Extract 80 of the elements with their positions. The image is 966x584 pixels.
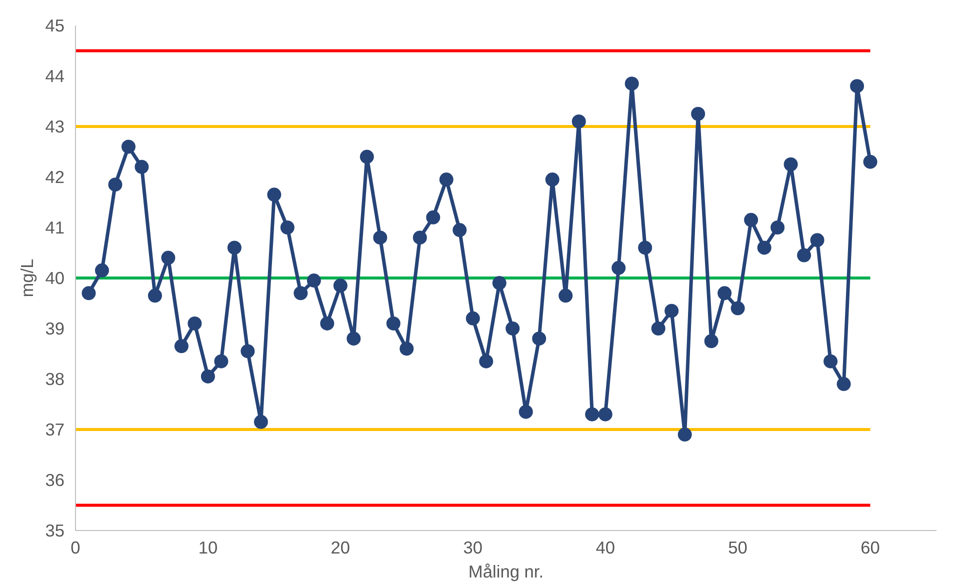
point [492, 276, 506, 290]
point [148, 288, 162, 303]
point [506, 322, 520, 336]
point [664, 304, 679, 318]
point [426, 210, 440, 224]
point [836, 377, 851, 392]
point [678, 428, 692, 442]
point [572, 114, 586, 128]
y-tick-label: 43 [45, 116, 65, 136]
point [518, 404, 533, 419]
x-tick-label: 0 [70, 538, 80, 558]
point [373, 230, 388, 245]
point [638, 240, 652, 255]
y-tick-label: 39 [45, 318, 65, 338]
point [452, 223, 467, 238]
point [863, 154, 878, 169]
point [174, 339, 188, 354]
y-tick-label: 36 [45, 470, 65, 490]
point [94, 263, 109, 278]
y-tick-label: 35 [45, 520, 65, 540]
point [346, 332, 361, 346]
y-axis-title: mg/L [17, 258, 38, 298]
point [360, 150, 374, 164]
point [439, 172, 454, 187]
point [400, 342, 414, 356]
point [82, 286, 96, 300]
point [545, 172, 560, 187]
point [121, 140, 136, 154]
point [810, 233, 824, 248]
x-axis-title: Måling nr. [468, 562, 544, 582]
point [306, 274, 321, 288]
point [797, 248, 812, 262]
point [294, 286, 308, 300]
point [691, 106, 706, 121]
point [320, 316, 334, 330]
y-tick-label: 45 [45, 16, 65, 36]
y-tick-label: 40 [45, 268, 65, 288]
point [624, 76, 639, 91]
point [558, 288, 573, 303]
point [824, 354, 838, 368]
point [227, 240, 242, 255]
point [850, 79, 864, 94]
point [612, 260, 626, 275]
point [386, 316, 400, 330]
x-tick-label: 60 [860, 538, 880, 558]
point [214, 354, 228, 368]
point [744, 212, 758, 227]
point [479, 354, 494, 368]
y-tick-label: 41 [45, 218, 65, 238]
point [730, 301, 745, 316]
x-tick-label: 10 [198, 538, 218, 558]
y-tick-label: 38 [45, 369, 65, 389]
x-tick-label: 30 [463, 538, 483, 558]
point [704, 334, 718, 348]
point [161, 250, 176, 265]
point [770, 220, 785, 234]
point [532, 332, 546, 346]
y-tick-label: 37 [45, 420, 65, 440]
point [134, 160, 149, 174]
y-tick-label: 42 [45, 167, 65, 187]
point [466, 311, 480, 326]
point [585, 407, 600, 422]
point [108, 178, 122, 192]
point [188, 316, 202, 330]
x-tick-label: 20 [330, 538, 350, 558]
point [333, 278, 348, 293]
point [757, 240, 772, 255]
point [412, 230, 427, 245]
point [267, 188, 282, 202]
point [280, 220, 294, 234]
x-tick-label: 50 [728, 538, 748, 558]
point [240, 344, 255, 358]
point [651, 322, 666, 336]
point [254, 414, 268, 429]
y-tick-label: 44 [45, 66, 65, 86]
point [718, 286, 732, 300]
x-tick-label: 40 [596, 538, 615, 558]
point [598, 407, 612, 422]
point [784, 157, 798, 172]
point [200, 369, 215, 384]
